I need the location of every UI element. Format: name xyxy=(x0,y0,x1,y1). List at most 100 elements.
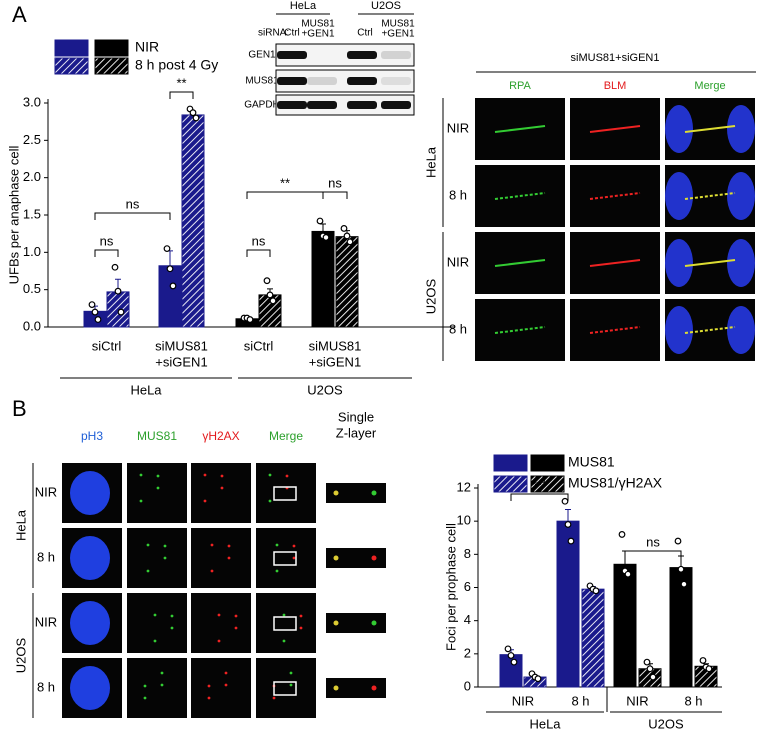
ufb-signal xyxy=(494,125,546,133)
legend-swatch xyxy=(94,39,129,57)
blot-sirna: siRNA: xyxy=(258,28,289,39)
micro-row: 8 h xyxy=(37,549,55,564)
focus xyxy=(333,620,339,626)
focus xyxy=(163,556,167,560)
ufb-signal xyxy=(589,125,641,133)
nucleus xyxy=(70,601,110,645)
focus xyxy=(371,490,377,496)
ufb-signal xyxy=(684,192,736,200)
focus xyxy=(220,474,224,478)
blot-frame xyxy=(275,43,415,67)
bar xyxy=(181,114,205,328)
focus xyxy=(234,614,238,618)
blot-frame xyxy=(275,94,415,116)
panel-label: A xyxy=(12,2,27,27)
focus xyxy=(333,490,339,496)
focus xyxy=(371,685,377,691)
significance-label: *** xyxy=(532,477,547,492)
blot-band xyxy=(381,77,411,85)
micro-row: 8 h xyxy=(449,321,467,336)
legend-swatch xyxy=(54,39,89,57)
legend-label: MUS81/γH2AX xyxy=(568,475,663,491)
nucleus xyxy=(727,105,755,153)
y-axis-label: UFBs per anaphase cell xyxy=(6,146,21,285)
focus xyxy=(289,683,293,687)
y-tick-label: 1.0 xyxy=(23,244,41,259)
micro-image xyxy=(256,528,316,588)
blot-band xyxy=(307,101,337,109)
focus xyxy=(203,473,207,477)
x-tick-label: 8 h xyxy=(684,693,702,708)
nucleus xyxy=(665,172,693,220)
blot-frame xyxy=(275,69,415,93)
focus xyxy=(227,544,231,548)
zoom-box xyxy=(273,551,297,566)
data-point xyxy=(246,316,254,323)
data-point xyxy=(166,265,174,273)
zoom-box xyxy=(273,681,297,696)
nucleus xyxy=(665,105,693,153)
nucleus xyxy=(727,306,755,354)
data-point xyxy=(507,652,515,659)
y-tick-label: 8 xyxy=(464,546,471,561)
ufb-signal xyxy=(589,192,641,200)
error-bar xyxy=(167,250,173,266)
blot-band xyxy=(277,51,307,59)
focus xyxy=(160,683,164,687)
blot-lane: +GEN1 xyxy=(381,29,415,40)
focus xyxy=(299,626,303,630)
micro-cell-line: U2OS xyxy=(423,278,438,314)
focus xyxy=(170,626,174,630)
bar xyxy=(311,230,335,328)
focus xyxy=(220,486,224,490)
focus xyxy=(170,614,174,618)
focus xyxy=(289,671,293,675)
micro-column: γH2AX xyxy=(202,429,239,443)
micro-image xyxy=(191,528,251,588)
focus xyxy=(207,684,211,688)
blot-lane: Ctrl xyxy=(357,28,373,39)
micro-row: 8 h xyxy=(37,679,55,694)
focus xyxy=(275,569,279,573)
blot-protein: GEN1 xyxy=(248,50,276,61)
nucleus xyxy=(70,536,110,580)
micro-row: 8 h xyxy=(449,187,467,202)
blot-cell-line: HeLa xyxy=(290,0,317,12)
micro-row: NIR xyxy=(447,254,469,269)
data-point xyxy=(91,308,99,316)
data-point xyxy=(263,277,271,285)
focus xyxy=(139,473,143,477)
focus xyxy=(143,696,147,700)
legend-swatch xyxy=(530,454,565,472)
micro-image xyxy=(256,658,316,718)
group-label: HeLa xyxy=(130,382,162,397)
legend-label: MUS81 xyxy=(568,454,615,470)
y-tick-label: 0 xyxy=(464,678,471,693)
single-z-image xyxy=(326,483,386,503)
data-point xyxy=(163,245,171,253)
x-tick-label: siCtrl xyxy=(92,338,122,353)
single-z-image xyxy=(326,548,386,568)
x-tick-label: siMUS81 xyxy=(309,338,362,353)
data-point xyxy=(189,109,197,117)
focus xyxy=(217,613,221,617)
blot-protein: GAPDH xyxy=(244,100,280,111)
significance-label: ns xyxy=(646,534,660,549)
focus xyxy=(156,486,160,490)
data-point xyxy=(343,232,351,240)
significance-bracket xyxy=(246,249,271,257)
micro-cell-line: HeLa xyxy=(13,509,28,541)
data-point xyxy=(117,308,125,316)
focus xyxy=(234,626,238,630)
error-bar xyxy=(320,223,326,232)
focus xyxy=(299,614,303,618)
focus xyxy=(333,685,339,691)
legend-swatch xyxy=(493,475,528,493)
micro-image xyxy=(191,593,251,653)
data-point xyxy=(340,225,348,232)
micro-image xyxy=(127,528,187,588)
focus xyxy=(146,569,150,573)
data-point xyxy=(111,263,119,271)
data-point xyxy=(534,675,542,683)
data-point xyxy=(94,316,102,323)
